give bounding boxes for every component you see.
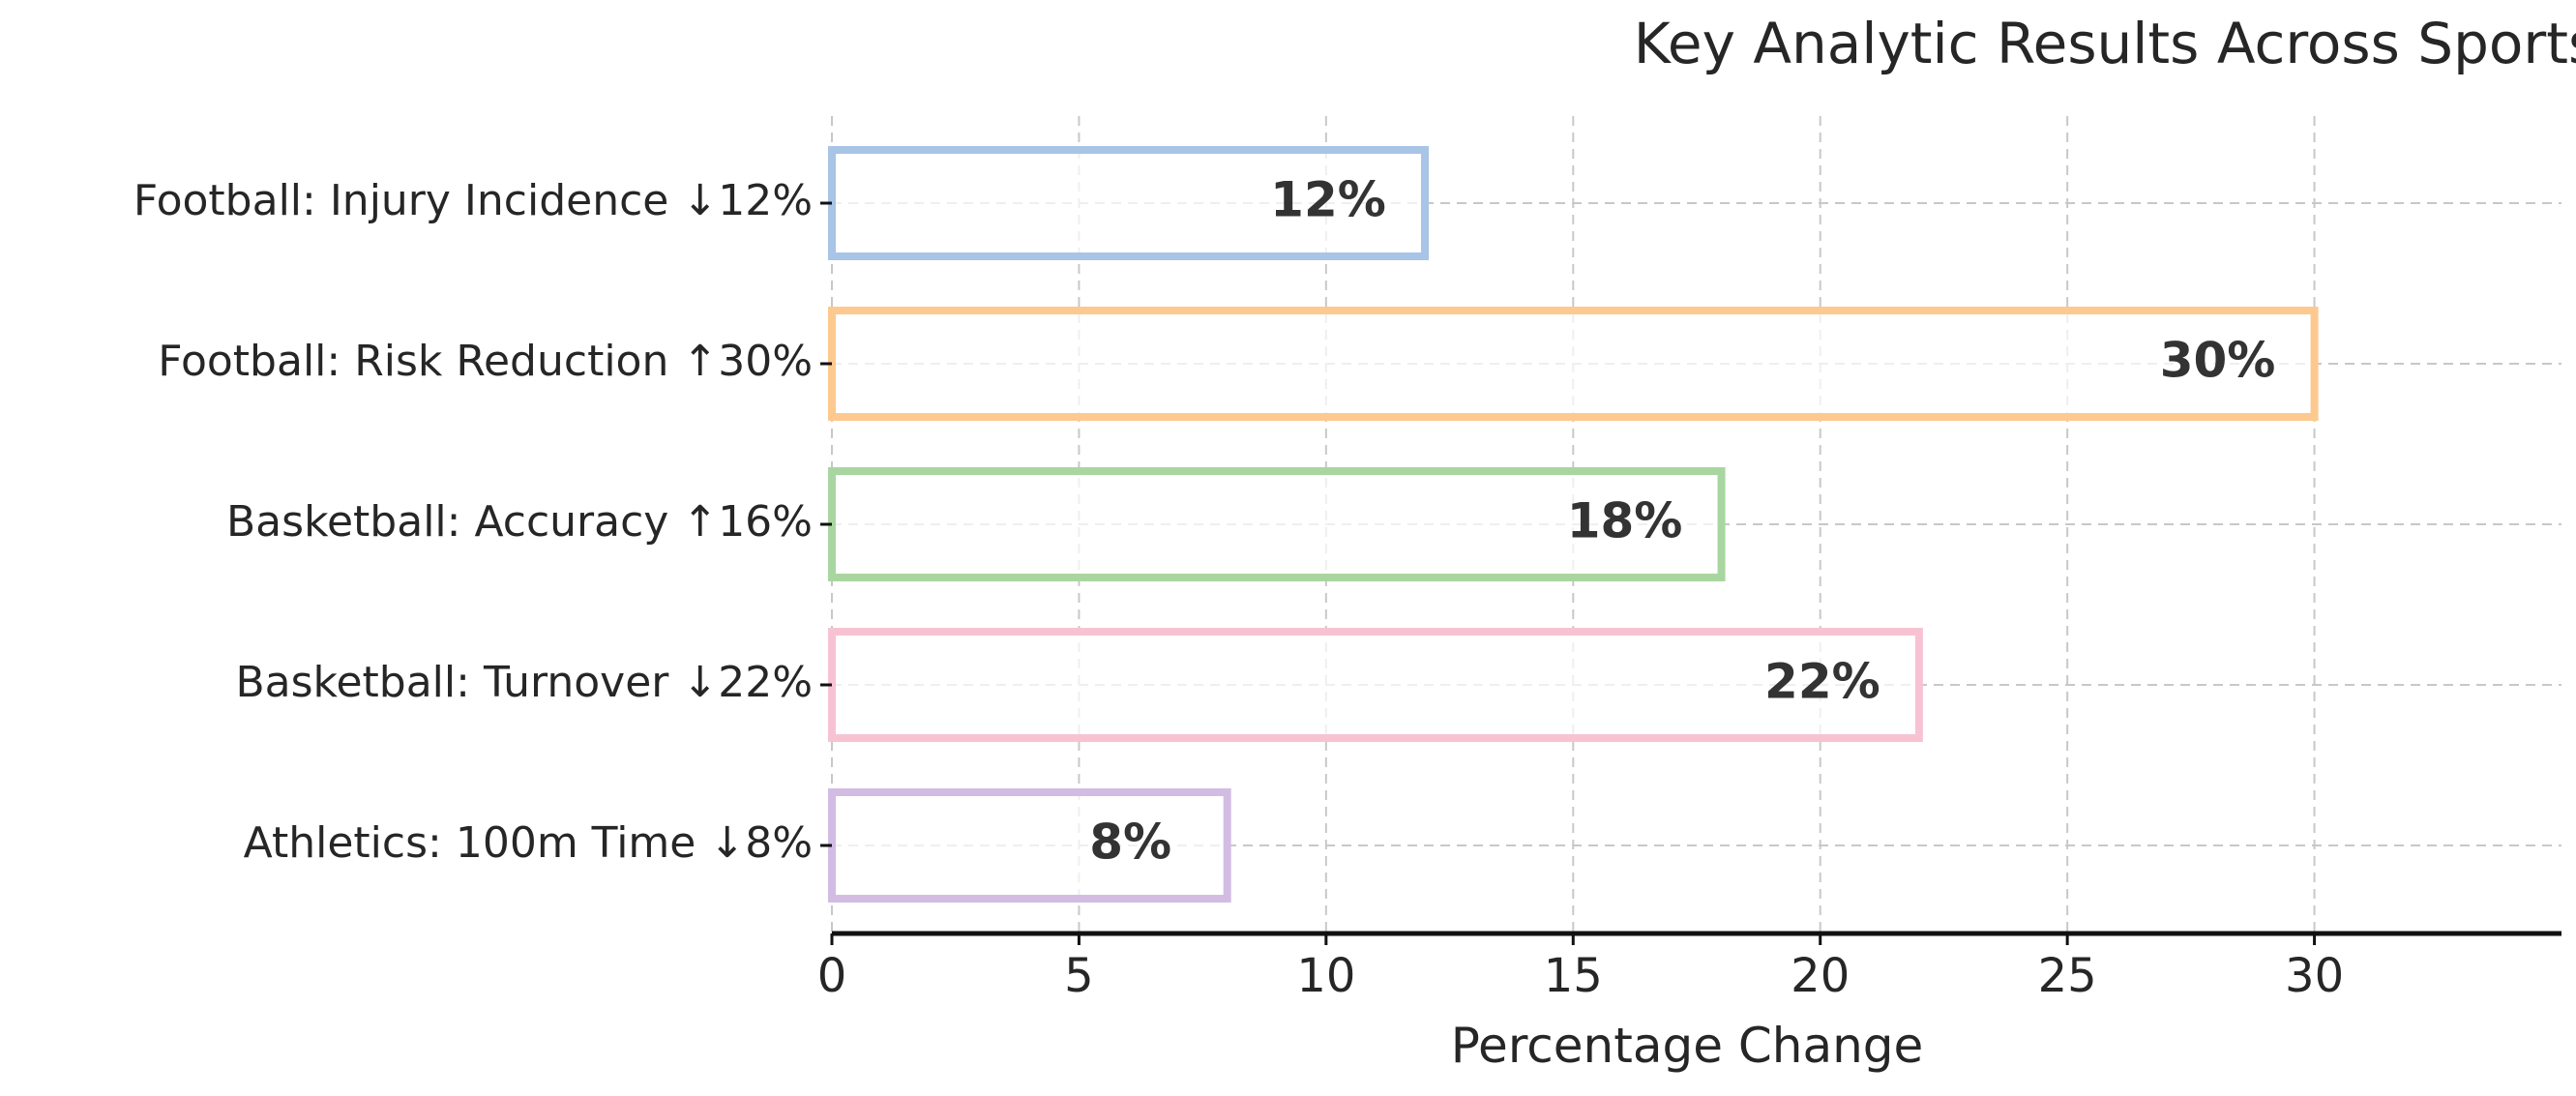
bar-value-label: 8%	[1089, 815, 1171, 871]
bar-value-label: 18%	[1567, 493, 1683, 549]
chart-title: Key Analytic Results Across Sports	[1634, 11, 2576, 76]
category-label: Basketball: Accuracy ↑16%	[226, 497, 813, 547]
bar	[828, 307, 2319, 421]
x-axis-label: Percentage Change	[1451, 1018, 1924, 1074]
x-tick-label: 15	[1544, 949, 1603, 1003]
category-label: Athletics: 100m Time ↓8%	[244, 818, 813, 868]
bar-value-label: 22%	[1764, 654, 1880, 710]
x-axis: Football: Injury Incidence ↓12% Football:…	[133, 176, 2561, 1003]
x-tick-label: 10	[1296, 949, 1355, 1003]
x-tick-label: 25	[2038, 949, 2097, 1003]
x-tick-label: 0	[817, 949, 847, 1003]
bar	[828, 467, 1726, 581]
bar	[828, 788, 1231, 903]
bar-value-label: 12%	[1270, 172, 1386, 228]
x-tick-label: 20	[1791, 949, 1850, 1003]
x-tick-label: 5	[1064, 949, 1094, 1003]
x-tick-label: 30	[2285, 949, 2344, 1003]
bar	[828, 628, 1923, 742]
bar-value-label: 30%	[2160, 333, 2276, 389]
category-label: Football: Risk Reduction ↑30%	[158, 337, 813, 386]
bars: 12% 30% 18% 22% 8%	[828, 146, 2319, 903]
category-label: Basketball: Turnover ↓22%	[235, 658, 813, 707]
category-label: Football: Injury Incidence ↓12%	[133, 176, 813, 225]
